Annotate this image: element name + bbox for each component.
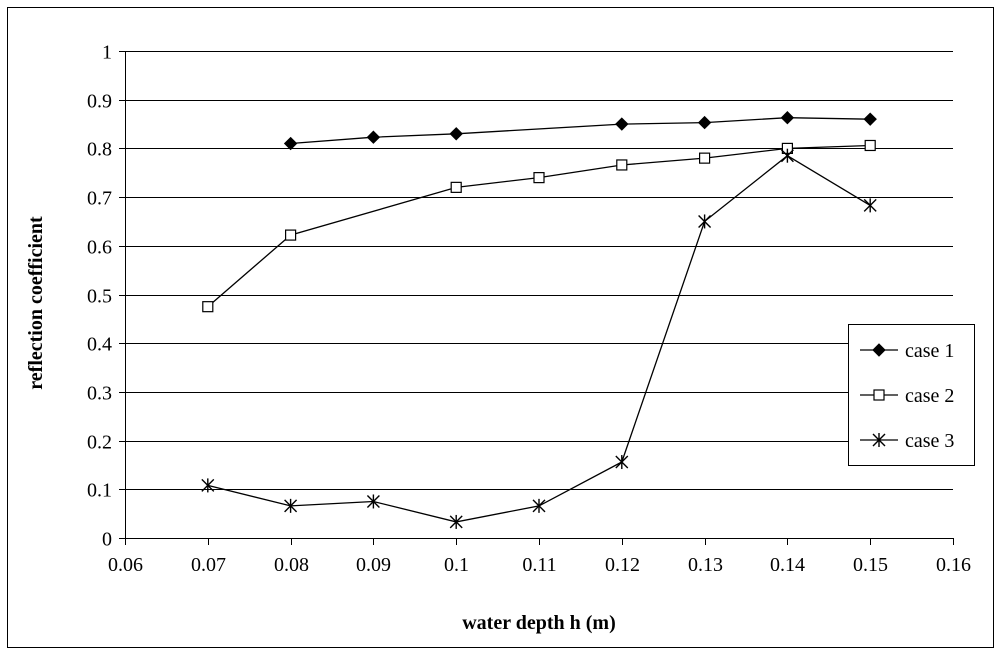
tick-labels: 0 0.1 0.2 0.3 0.4 0.5 0.6 0.7 0.8 0.9 1 0.06 0.07 0.0… xyxy=(87,42,971,577)
marker-square xyxy=(616,159,628,171)
marker-star xyxy=(532,498,546,513)
y-tick-label: 0.6 xyxy=(87,237,112,259)
series-layer xyxy=(201,111,877,529)
x-tick-label: 0.12 xyxy=(605,554,640,576)
marker-diamond xyxy=(449,127,463,141)
x-tick-label: 0.07 xyxy=(191,554,226,576)
x-tick-label: 0.15 xyxy=(853,554,888,576)
y-tick-label: 0.1 xyxy=(87,480,112,502)
marker-star xyxy=(698,214,712,229)
series-line xyxy=(207,144,871,308)
marker-diamond xyxy=(697,115,712,130)
marker-square xyxy=(450,181,462,193)
marker-square xyxy=(285,229,297,241)
marker-star xyxy=(201,478,215,493)
chart-border xyxy=(7,7,994,648)
x-tick-label: 0.1 xyxy=(444,554,469,576)
marker-diamond xyxy=(863,112,877,126)
series-case-2 xyxy=(202,139,876,313)
y-tick-label: 0.2 xyxy=(87,432,112,454)
marker-square xyxy=(698,152,711,164)
marker-star xyxy=(284,498,298,513)
marker-diamond xyxy=(615,117,629,131)
marker-diamond xyxy=(283,136,298,151)
legend: case 1 case 2 case 3 xyxy=(848,324,975,466)
y-tick-label: 0.5 xyxy=(87,286,112,308)
x-tick-label: 0.08 xyxy=(274,554,309,576)
x-tick-label: 0.09 xyxy=(356,554,391,576)
y-tick-label: 0.4 xyxy=(87,334,112,356)
marker-diamond xyxy=(366,130,381,144)
y-tick-label: 0.9 xyxy=(87,91,112,113)
marker-square xyxy=(864,139,876,152)
legend-label-case-3: case 3 xyxy=(905,430,954,452)
x-tick-label: 0.16 xyxy=(936,554,971,576)
series-case-3 xyxy=(201,148,877,529)
y-axis-title: reflection coefficient xyxy=(25,216,47,390)
y-tick-label: 0.7 xyxy=(87,188,112,210)
marker-square xyxy=(533,172,545,184)
series-case-1 xyxy=(283,111,877,151)
marker-star xyxy=(615,455,629,470)
x-axis-title: water depth h (m) xyxy=(462,612,616,634)
legend-label-case-2: case 2 xyxy=(905,385,954,407)
axes xyxy=(119,51,954,545)
marker-star xyxy=(366,494,380,509)
marker-star xyxy=(863,198,877,213)
marker-square xyxy=(873,389,885,401)
y-tick-label: 0 xyxy=(102,529,112,551)
marker-star xyxy=(780,148,794,163)
x-tick-label: 0.13 xyxy=(688,554,723,576)
marker-square xyxy=(202,301,214,313)
marker-diamond xyxy=(872,343,886,357)
legend-label-case-1: case 1 xyxy=(905,340,954,362)
x-tick-label: 0.14 xyxy=(770,554,805,576)
marker-diamond xyxy=(780,111,795,125)
x-tick-label: 0.11 xyxy=(522,554,556,576)
marker-star xyxy=(872,433,886,447)
gridlines xyxy=(125,51,953,490)
marker-star xyxy=(449,514,463,529)
y-tick-label: 0.3 xyxy=(87,383,112,405)
y-tick-label: 1 xyxy=(102,42,112,64)
y-tick-label: 0.8 xyxy=(87,139,112,161)
x-tick-label: 0.06 xyxy=(108,554,143,576)
